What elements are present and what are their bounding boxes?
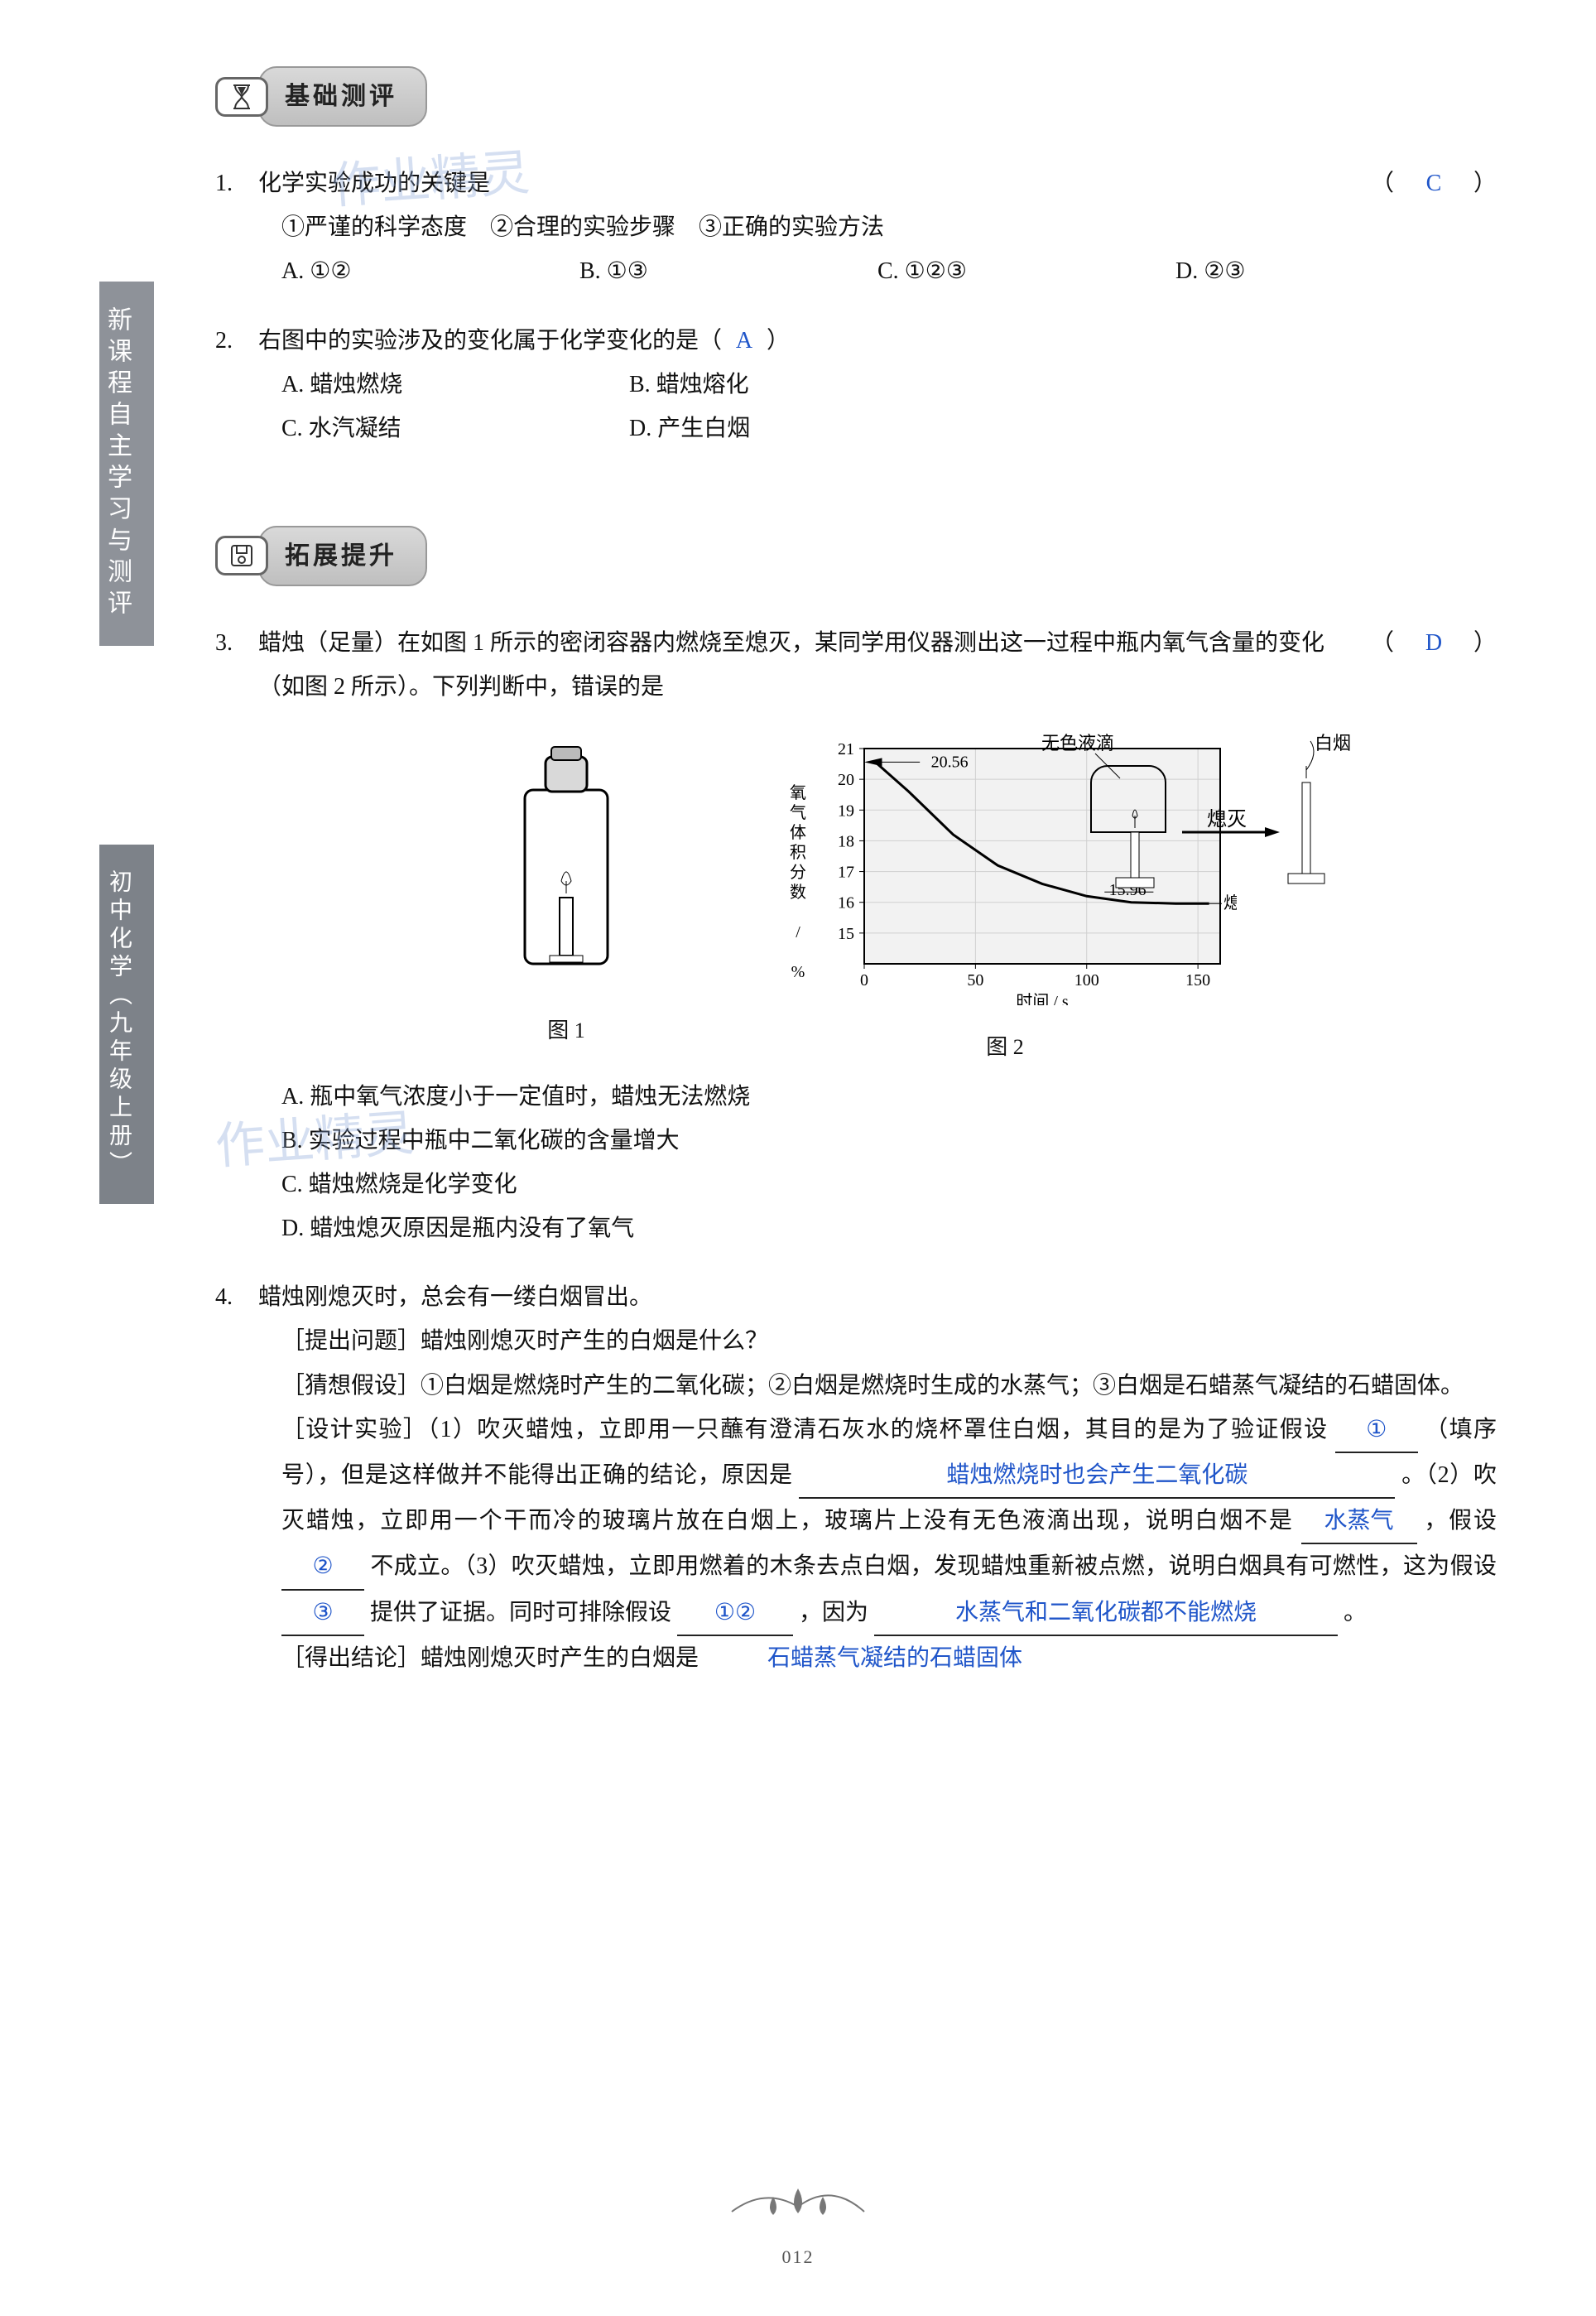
q3-choice-d: D. 蜡烛熄灭原因是瓶内没有了氧气 bbox=[281, 1206, 1497, 1250]
svg-text:17: 17 bbox=[838, 864, 854, 882]
q3-choice-c: C. 蜡烛燃烧是化学变化 bbox=[281, 1163, 1497, 1206]
svg-text:时间 / s: 时间 / s bbox=[1016, 992, 1069, 1005]
section-badge-basic: 基础测评 bbox=[215, 66, 427, 127]
question-4: 4. 蜡烛刚熄灭时，总会有一缕白烟冒出。 ［提出问题］蜡烛刚熄灭时产生的白烟是什… bbox=[215, 1275, 1497, 1680]
q4-blank7: 水蒸气和二氧化碳都不能燃烧 bbox=[874, 1591, 1338, 1636]
q3-answer-slot: （ D ） bbox=[1346, 621, 1497, 665]
svg-text:20: 20 bbox=[838, 771, 854, 789]
disk-icon bbox=[215, 536, 268, 575]
q4-line1: 蜡烛刚熄灭时，总会有一缕白烟冒出。 bbox=[258, 1275, 1497, 1319]
svg-text:体: 体 bbox=[790, 823, 806, 842]
svg-text:分: 分 bbox=[790, 863, 806, 882]
fig1-caption: 图 1 bbox=[475, 1010, 657, 1051]
svg-text:数: 数 bbox=[790, 883, 806, 902]
svg-text:0: 0 bbox=[860, 971, 868, 989]
svg-text:积: 积 bbox=[790, 843, 806, 862]
q3-num: 3. bbox=[215, 621, 258, 665]
label-smoke: 白烟 bbox=[1315, 733, 1351, 754]
section-label: 拓展提升 bbox=[258, 526, 427, 586]
footer-ornament: 012 bbox=[0, 2182, 1596, 2275]
q4-blank5: ③ bbox=[281, 1591, 364, 1636]
q3-choice-b: B. 实验过程中瓶中二氧化碳的含量增大 bbox=[281, 1119, 1497, 1163]
t: 。 bbox=[1344, 1600, 1367, 1625]
q2-choice-b: B. 蜡烛熔化 bbox=[629, 363, 977, 407]
svg-text:/: / bbox=[796, 923, 800, 941]
q2-stem-text: 右图中的实验涉及的变化属于化学变化的是（ bbox=[258, 328, 722, 354]
section-label: 基础测评 bbox=[258, 66, 427, 127]
q2-choice-c: C. 水汽凝结 bbox=[281, 407, 629, 450]
q1-choice-d: D. ②③ bbox=[1175, 249, 1473, 293]
q4-num: 4. bbox=[215, 1275, 258, 1319]
q4-blank8: 石蜡蒸气凝结的石蜡固体 bbox=[704, 1636, 1085, 1680]
q4-tiwen: ［提出问题］蜡烛刚熄灭时产生的白烟是什么？ bbox=[281, 1319, 1497, 1363]
page-number: 012 bbox=[0, 2240, 1596, 2275]
svg-text:15: 15 bbox=[838, 925, 854, 943]
q1-choice-c: C. ①②③ bbox=[877, 249, 1175, 293]
q4-shiyan: ［设计实验］（1）吹灭蜡烛，立即用一只蘸有澄清石灰水的烧杯罩住白烟，其目的是为了… bbox=[281, 1408, 1497, 1636]
t: ，因为 bbox=[799, 1600, 868, 1625]
t: ，假设 bbox=[1424, 1508, 1497, 1534]
question-1: 1. 化学实验成功的关键是 （ C ） ①严谨的科学态度 ②合理的实验步骤 ③正… bbox=[215, 161, 1497, 294]
q2-stem-end: ） bbox=[767, 328, 790, 354]
q1-choices: A. ①② B. ①③ C. ①②③ D. ②③ bbox=[281, 249, 1497, 293]
q3-choice-a: A. 瓶中氧气浓度小于一定值时，蜡烛无法燃烧 bbox=[281, 1075, 1497, 1119]
t: 提供了证据。同时可排除假设 bbox=[370, 1600, 671, 1625]
svg-text:50: 50 bbox=[967, 971, 983, 989]
side-tab-sub: 初中化学（九年级上册） bbox=[99, 845, 154, 1204]
page: 新课程自主学习与测评 初中化学（九年级上册） 作业精灵 作业精灵 基础测评 1.… bbox=[0, 0, 1596, 2316]
svg-text:150: 150 bbox=[1185, 971, 1210, 989]
q4-blank2: 蜡烛燃烧时也会产生二氧化碳 bbox=[799, 1453, 1395, 1499]
q4-blank1: ① bbox=[1335, 1408, 1418, 1453]
q2-diagram: 无色液滴 熄灭 白烟 bbox=[1008, 733, 1372, 910]
q4-jielun: ［得出结论］蜡烛刚熄灭时产生的白烟是 石蜡蒸气凝结的石蜡固体 bbox=[281, 1636, 1497, 1680]
q4-blank4: ② bbox=[281, 1544, 364, 1590]
svg-text:19: 19 bbox=[838, 802, 854, 820]
q4-blank3: 水蒸气 bbox=[1301, 1499, 1417, 1544]
q2-answer: A bbox=[728, 319, 761, 363]
label-liquid: 无色液滴 bbox=[1041, 733, 1114, 754]
svg-text:氧: 氧 bbox=[790, 783, 806, 802]
t: 不成立。（3）吹灭蜡烛，立即用燃着的木条去点白烟，发现蜡烛重新被点燃，说明白烟具… bbox=[370, 1553, 1497, 1579]
fig2-caption: 图 2 bbox=[773, 1027, 1237, 1067]
q1-statements: ①严谨的科学态度 ②合理的实验步骤 ③正确的实验方法 bbox=[281, 205, 1497, 249]
q4-blank6: ①② bbox=[677, 1591, 793, 1636]
section-badge-extend: 拓展提升 bbox=[215, 526, 427, 586]
question-3: 3. 蜡烛（足量）在如图 1 所示的密闭容器内燃烧至熄灭，某同学用仪器测出这一过… bbox=[215, 621, 1497, 1251]
q1-stem: 化学实验成功的关键是 bbox=[258, 161, 1346, 205]
label-extinguish: 熄灭 bbox=[1207, 808, 1247, 831]
t: ［得出结论］蜡烛刚熄灭时产生的白烟是 bbox=[281, 1645, 699, 1671]
svg-text:21: 21 bbox=[838, 740, 854, 758]
q1-choice-a: A. ①② bbox=[281, 249, 579, 293]
q2-choices: A. 蜡烛燃烧 B. 蜡烛熔化 C. 水汽凝结 D. 产生白烟 bbox=[281, 363, 1026, 450]
question-2: 2. 右图中的实验涉及的变化属于化学变化的是（ A ） A. 蜡烛燃烧 B. 蜡… bbox=[215, 319, 1497, 484]
q1-answer-slot: （ C ） bbox=[1346, 161, 1497, 205]
q1-answer: C bbox=[1417, 161, 1450, 205]
q4-caixiang: ［猜想假设］①白烟是燃烧时产生的二氧化碳；②白烟是燃烧时生成的水蒸气；③白烟是石… bbox=[281, 1364, 1497, 1408]
q3-stem: 蜡烛（足量）在如图 1 所示的密闭容器内燃烧至熄灭，某同学用仪器测出这一过程中瓶… bbox=[258, 621, 1346, 709]
svg-text:18: 18 bbox=[838, 832, 854, 850]
svg-text:%: % bbox=[791, 963, 805, 981]
q2-num: 2. bbox=[215, 319, 258, 363]
svg-text:16: 16 bbox=[838, 894, 854, 912]
q2-stem: 右图中的实验涉及的变化属于化学变化的是（ A ） bbox=[258, 319, 1497, 363]
q2-choice-a: A. 蜡烛燃烧 bbox=[281, 363, 629, 407]
side-tab-main: 新课程自主学习与测评 bbox=[99, 282, 154, 646]
q2-choice-d: D. 产生白烟 bbox=[629, 407, 977, 450]
svg-text:20.56: 20.56 bbox=[931, 753, 969, 771]
q1-num: 1. bbox=[215, 161, 258, 205]
q3-answer: D bbox=[1417, 621, 1450, 665]
hourglass-icon bbox=[215, 77, 268, 117]
svg-text:气: 气 bbox=[790, 803, 806, 822]
q1-choice-b: B. ①③ bbox=[579, 249, 877, 293]
svg-text:100: 100 bbox=[1074, 971, 1099, 989]
t: ［设计实验］（1）吹灭蜡烛，立即用一只蘸有澄清石灰水的烧杯罩住白烟，其目的是为了… bbox=[281, 1417, 1328, 1442]
figure-1: 图 1 bbox=[475, 732, 657, 1068]
